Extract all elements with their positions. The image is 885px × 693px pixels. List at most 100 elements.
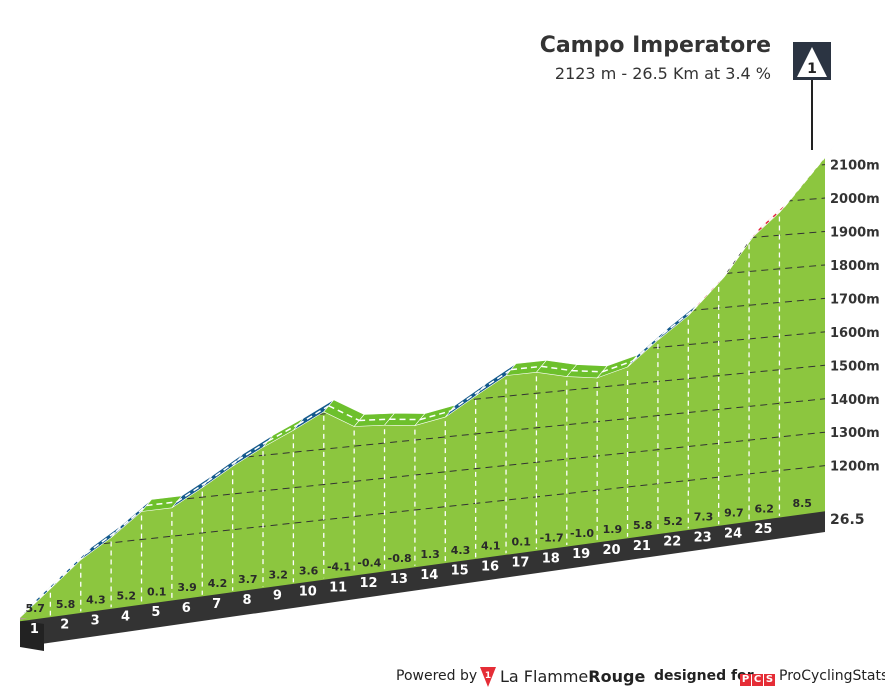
gradient-label: 5.2 [663,515,683,528]
road-centerline-26 [783,150,831,207]
y-tick-label: 1500m [830,359,880,374]
climb-badge: 1 [793,42,831,150]
km-label: 11 [329,580,347,595]
km-label: 2 [60,618,69,633]
gradient-label: -4.1 [327,560,351,573]
km-label: 21 [633,539,651,554]
km-label: 20 [602,543,620,558]
procyclingstats-link[interactable]: ProCyclingStats [779,668,885,684]
base-side [20,620,44,651]
pcs-letter-s: S [764,674,775,686]
y-tick-label: 1900m [830,226,880,241]
km-label: 17 [511,555,529,570]
gradient-label: 9.7 [724,507,744,520]
road-centerline-22 [662,309,694,335]
km-label: 23 [694,531,712,546]
y-axis-labels-layer: 1200m 1300m 1400m 1500m 1600m 1700m 1800m 1900m… [830,159,880,528]
gradient-label: -0.8 [388,552,412,565]
gradient-label: 5.8 [56,598,76,611]
y-tick-label: 2000m [830,192,880,207]
lfr-brand-b: Rouge [588,667,646,686]
km-label: 4 [121,609,130,624]
road-centerline-18 [541,365,572,372]
road-centerline-17 [510,365,542,371]
km-label: 18 [542,551,560,566]
road-centerline-10 [298,405,330,425]
km-label: 5 [151,605,160,620]
km-label: 22 [663,535,681,550]
footer: Powered by 1 La FlammeRouge designed for… [0,664,885,690]
powered-by-label: Powered by [396,668,478,684]
road-centerline-23 [692,276,725,311]
km-label: 10 [299,585,317,600]
road-centerline-3 [85,530,117,555]
y-tick-label: 1200m [830,460,880,475]
flamme-rouge-icon: 1 [480,667,496,687]
road-centerline-19 [571,369,603,373]
climb-stats: 2123 m - 26.5 Km at 3.4 % [554,64,771,83]
km-label: 24 [724,526,742,541]
gradient-label: 3.7 [238,573,258,586]
road-centerline-11 [328,405,360,422]
km-label: 12 [359,576,377,591]
road-centerline-6 [176,481,208,503]
km-labels-layer: 1 2 3 4 5 6 7 8 9 10 11 12 13 14 15 16 17 18 19 20 21 22 23 24 2… [30,522,773,637]
km-label: 1 [30,622,39,637]
road-segments-layer [19,144,836,618]
gradient-label: 5.2 [117,590,137,603]
base-strip-layer [19,509,826,651]
triangle-icon [797,47,827,77]
grid-line-2000m [20,197,825,262]
y-tick-label: 2100m [830,159,880,174]
grid-line-1900m [20,231,825,298]
gradient-label: -1.7 [540,531,564,544]
badge-number: 1 [807,61,817,77]
gradient-label: 4.3 [451,544,471,557]
km-label: 13 [390,572,408,587]
gradient-label: 5.8 [633,519,653,532]
gradient-label: 3.6 [299,565,319,578]
y-tick-label: 1800m [830,259,880,274]
gradient-label: 0.1 [147,585,167,598]
y-tick-label: 1400m [830,393,880,408]
km-label: 9 [273,589,282,604]
road-centerline-25 [753,205,785,235]
km-label: 3 [91,614,100,629]
gradient-label: 5.7 [25,602,45,615]
gradient-label: 3.2 [268,569,288,582]
km-label: 16 [481,560,499,575]
base-strip [20,510,825,647]
base-edge [19,509,826,622]
km-label: 14 [420,568,438,583]
gradient-label: 8.5 [792,497,812,510]
road-centerline-14 [419,410,451,421]
road-centerline-15 [449,389,482,412]
km-label: 19 [572,547,590,562]
gradient-label: 1.3 [420,548,440,561]
road-centerline-7 [206,459,239,483]
pcs-letter-p: P [740,674,751,686]
road-centerline-20 [601,360,633,373]
km-label: 8 [242,593,251,608]
km-label: 15 [451,564,469,579]
road-centerline-4 [115,504,147,533]
road-centerline-24 [723,233,755,278]
gradient-label: 3.9 [177,581,197,594]
gradient-label: 7.3 [694,511,714,524]
road-centerline-21 [632,333,664,362]
gradient-label: 4.1 [481,540,501,553]
road-centerline-12 [359,418,390,422]
gradient-label: 4.2 [208,577,228,590]
gradient-label: -0.4 [357,556,381,569]
flamme-rouge-logo[interactable]: La FlammeRouge [500,667,645,686]
road-centerline-2 [54,553,87,584]
grid-line-2100m [20,164,825,226]
y-tick-label: 1600m [830,326,880,341]
designed-for-label: designed for [654,668,754,684]
road-centerline-16 [480,369,512,391]
total-distance-label: 26.5 [830,512,865,528]
gradient-label: 1.9 [603,523,623,536]
gradient-label: 4.3 [86,594,106,607]
